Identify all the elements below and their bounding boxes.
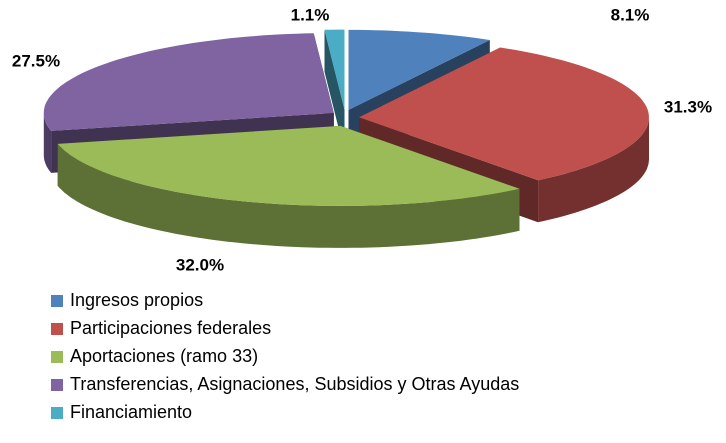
data-label: 27.5%: [12, 51, 60, 70]
slice: [43, 33, 334, 131]
slice-side: [57, 143, 520, 248]
data-label: 31.3%: [664, 97, 712, 116]
legend-swatch: [51, 295, 63, 307]
slice-side: [538, 117, 649, 223]
data-label: 32.0%: [176, 255, 224, 274]
slice-wall: [324, 29, 345, 152]
legend-label: Financiamiento: [70, 402, 192, 422]
legend-label: Ingresos propios: [70, 290, 203, 310]
slice-side: [43, 113, 52, 173]
legend-swatch: [51, 351, 63, 363]
data-label: 8.1%: [611, 5, 650, 24]
legend-label: Aportaciones (ramo 33): [70, 346, 258, 366]
legend-label: Transferencias, Asignaciones, Subsidios …: [70, 374, 519, 394]
legend-swatch: [51, 379, 63, 391]
data-label: 1.1%: [291, 5, 330, 24]
legend-swatch: [51, 407, 63, 419]
legend-label: Participaciones federales: [70, 318, 271, 338]
legend-swatch: [51, 323, 63, 335]
slice: [324, 29, 345, 110]
slice: [57, 125, 520, 206]
slice: [348, 29, 490, 110]
slice: [359, 47, 649, 181]
